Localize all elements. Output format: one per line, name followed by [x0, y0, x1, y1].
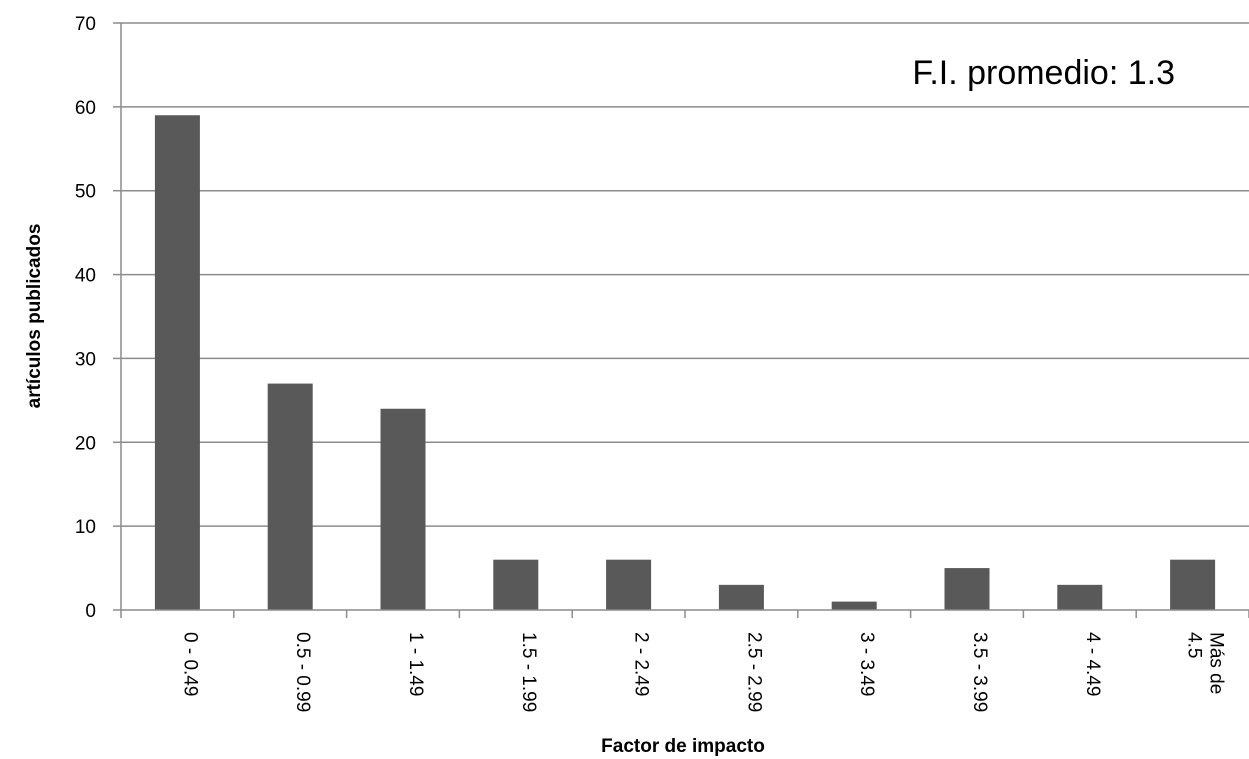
x-tick-label-8: 4 - 4.49	[1082, 632, 1103, 696]
bar-6	[831, 601, 877, 610]
x-tick-label: 1 - 1.49	[405, 632, 426, 696]
y-axis-title: artículos publicados	[24, 224, 45, 409]
x-tick-label: 3.5 - 3.99	[969, 632, 990, 712]
x-tick-label-2: 1 - 1.49	[405, 632, 426, 696]
y-tick-label: 60	[75, 98, 96, 119]
x-axis-title: Factor de impacto	[601, 736, 765, 757]
y-tick-label: 50	[75, 182, 96, 203]
y-tick-label: 0	[85, 601, 96, 622]
mean-impact-annotation: F.I. promedio: 1.3	[912, 54, 1175, 92]
x-tick-label-6: 3 - 3.49	[856, 632, 877, 696]
bar-8	[1057, 584, 1103, 610]
y-tick-label: 70	[75, 14, 96, 35]
x-tick-label-5: 2.5 - 2.99	[743, 632, 764, 712]
x-tick-label-3: 1.5 - 1.99	[518, 632, 539, 712]
bar-9	[1170, 559, 1216, 610]
x-tick-label: 3 - 3.49	[856, 632, 877, 696]
y-tick-label: 30	[75, 349, 96, 370]
bar-5	[718, 584, 764, 610]
y-tick-label: 10	[75, 517, 96, 538]
axes	[113, 22, 1249, 618]
bar-7	[944, 568, 990, 610]
bar-1	[267, 383, 313, 610]
x-tick-label: 0.5 - 0.99	[292, 632, 313, 712]
bars	[154, 115, 1216, 610]
x-tick-labels: 0 - 0.49 0.5 - 0.99 1 - 1.49 1.5 - 1.99 2 - …	[179, 632, 1226, 712]
bar-3	[493, 559, 539, 610]
bar-4	[606, 559, 652, 610]
x-tick-label-7: 3.5 - 3.99	[969, 632, 990, 712]
x-tick-label-9: Más de4.5	[1184, 632, 1227, 694]
x-tick-label-0: 0 - 0.49	[179, 632, 200, 696]
x-tick-label: 2.5 - 2.99	[743, 632, 764, 712]
y-tick-label: 40	[75, 266, 96, 287]
x-tick-label: 1.5 - 1.99	[518, 632, 539, 712]
y-tick-labels: 0 10 20 30 40 50 60 70	[75, 14, 96, 622]
x-tick-label: 0 - 0.49	[179, 632, 200, 696]
x-tick-label-1: 0.5 - 0.99	[292, 632, 313, 712]
x-tick-label: 4.5	[1184, 632, 1205, 658]
bar-2	[380, 408, 426, 610]
y-tick-label: 20	[75, 433, 96, 454]
x-tick-label-4: 2 - 2.49	[631, 632, 652, 696]
x-tick-label: 4 - 4.49	[1082, 632, 1103, 696]
x-tick-label: Más de	[1206, 632, 1227, 694]
bar-0	[154, 115, 200, 610]
x-tick-label: 2 - 2.49	[631, 632, 652, 696]
